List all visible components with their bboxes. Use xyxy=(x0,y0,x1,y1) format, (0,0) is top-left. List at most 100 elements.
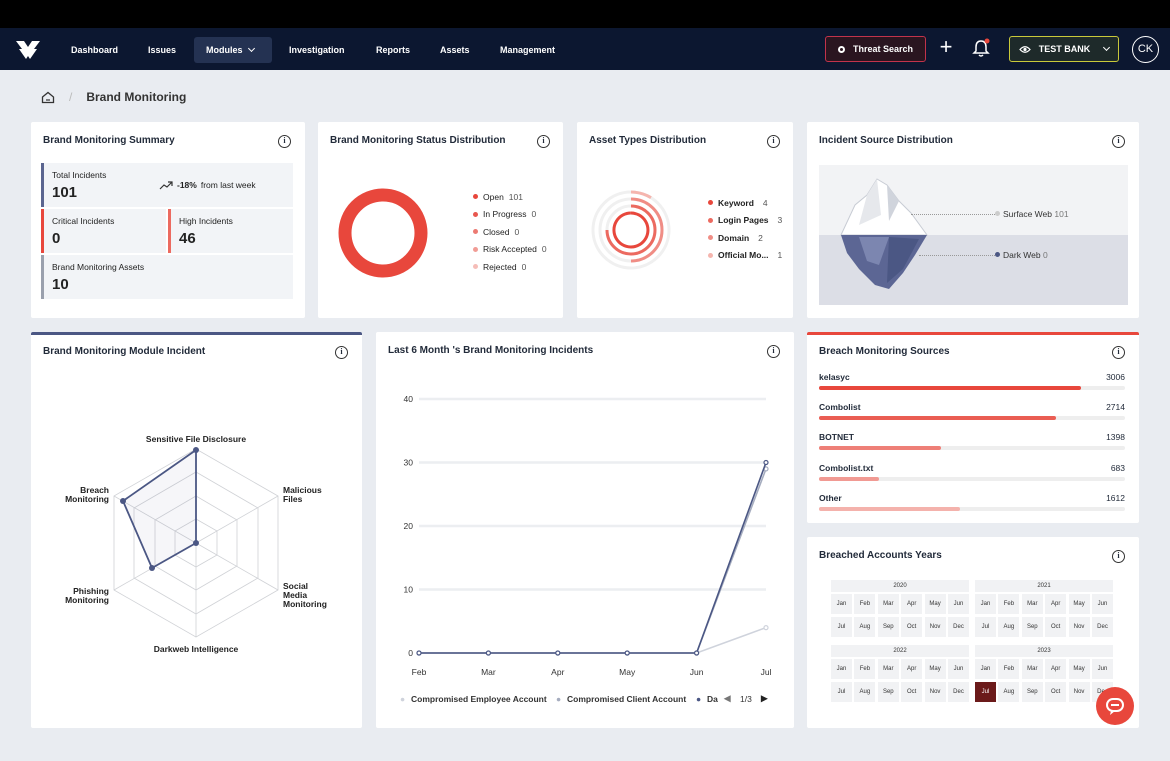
status-legend-item[interactable]: In Progress 0 xyxy=(473,206,547,224)
legend-prev-icon[interactable]: ◀ xyxy=(724,693,731,703)
nav-dashboard[interactable]: Dashboard xyxy=(71,45,119,55)
series-line[interactable] xyxy=(419,462,767,654)
breach-source-row[interactable]: BOTNET 1398 xyxy=(819,432,1125,451)
month-cell[interactable]: Feb xyxy=(998,594,1020,614)
info-icon[interactable]: i xyxy=(335,346,348,359)
month-cell[interactable]: Mar xyxy=(1021,594,1043,614)
status-legend-item[interactable]: Risk Accepted 0 xyxy=(473,241,547,259)
breach-source-row[interactable]: Other 1612 xyxy=(819,493,1125,511)
month-cell[interactable]: Feb xyxy=(854,659,876,679)
asset-legend-item[interactable]: Login Pages 3 xyxy=(708,212,782,230)
legend-item[interactable]: Compromised Client Account xyxy=(567,694,687,704)
radial-bar-official[interactable] xyxy=(630,190,652,200)
month-cell[interactable]: Oct xyxy=(901,682,923,702)
home-icon[interactable] xyxy=(41,91,55,104)
info-icon[interactable]: i xyxy=(1112,550,1125,563)
month-cell[interactable]: May xyxy=(924,659,946,679)
radar-point[interactable] xyxy=(193,540,199,546)
data-point[interactable] xyxy=(763,625,769,631)
month-cell[interactable]: Jun xyxy=(1092,594,1113,614)
month-cell[interactable]: Jul xyxy=(975,682,996,702)
month-cell[interactable]: Dec xyxy=(1092,617,1113,637)
series-line[interactable] xyxy=(419,626,767,654)
month-cell[interactable]: Nov xyxy=(1068,682,1090,702)
month-cell[interactable]: May xyxy=(924,594,946,614)
month-cell[interactable]: May xyxy=(1068,659,1090,679)
month-cell[interactable]: Aug xyxy=(854,617,876,637)
month-cell[interactable]: Apr xyxy=(1045,659,1067,679)
month-cell[interactable]: Sep xyxy=(1021,617,1043,637)
month-cell[interactable]: Oct xyxy=(901,617,923,637)
info-icon[interactable]: i xyxy=(537,135,550,148)
legend-item[interactable]: Compromised Employee Account xyxy=(411,694,547,704)
data-point[interactable] xyxy=(485,650,492,656)
month-cell[interactable]: Jan xyxy=(831,594,852,614)
month-cell[interactable]: Apr xyxy=(901,594,923,614)
info-icon[interactable]: i xyxy=(1112,346,1125,359)
info-icon[interactable]: i xyxy=(278,135,291,148)
month-cell[interactable]: May xyxy=(1068,594,1090,614)
legend-item[interactable]: Da xyxy=(707,694,718,704)
month-cell[interactable]: Nov xyxy=(1068,617,1090,637)
month-cell[interactable]: Apr xyxy=(901,659,923,679)
notification-bell-icon[interactable] xyxy=(971,38,991,58)
nav-reports[interactable]: Reports xyxy=(376,45,411,55)
radial-bar-login[interactable] xyxy=(605,204,657,256)
month-cell[interactable]: Dec xyxy=(948,682,969,702)
data-point[interactable] xyxy=(763,459,769,466)
month-cell[interactable]: Sep xyxy=(877,682,899,702)
nav-investigation[interactable]: Investigation xyxy=(289,45,345,55)
brand-logo[interactable] xyxy=(16,39,40,59)
asset-legend-item[interactable]: Keyword 4 xyxy=(708,194,782,212)
data-point[interactable] xyxy=(694,650,700,656)
month-cell[interactable]: Feb xyxy=(998,659,1020,679)
legend-next-icon[interactable]: ▶ xyxy=(761,693,768,703)
month-cell[interactable]: Mar xyxy=(1021,659,1043,679)
info-icon[interactable]: i xyxy=(767,345,780,358)
nav-modules[interactable]: Modules xyxy=(194,37,272,63)
month-cell[interactable]: Oct xyxy=(1045,617,1067,637)
month-cell[interactable]: Jul xyxy=(831,682,852,702)
month-cell[interactable]: Sep xyxy=(1021,682,1043,702)
month-cell[interactable]: Feb xyxy=(854,594,876,614)
nav-assets[interactable]: Assets xyxy=(440,45,470,55)
chat-button[interactable] xyxy=(1096,687,1134,725)
breach-source-row[interactable]: kelasyc 3006 xyxy=(819,372,1125,390)
month-cell[interactable]: Aug xyxy=(998,682,1020,702)
radar-point[interactable] xyxy=(193,447,199,453)
data-point[interactable] xyxy=(624,650,630,656)
data-point[interactable] xyxy=(416,650,422,656)
user-avatar[interactable]: CK xyxy=(1132,36,1159,63)
nav-issues[interactable]: Issues xyxy=(148,45,177,55)
month-cell[interactable]: Aug xyxy=(854,682,876,702)
month-cell[interactable]: Jun xyxy=(948,659,969,679)
status-legend-item[interactable]: Closed 0 xyxy=(473,223,547,241)
data-point[interactable] xyxy=(555,650,561,656)
info-icon[interactable]: i xyxy=(1112,135,1125,148)
radial-bar-keyword[interactable] xyxy=(612,211,650,249)
radar-point[interactable] xyxy=(149,565,155,571)
organization-selector[interactable]: TEST BANK xyxy=(1009,36,1119,62)
nav-management[interactable]: Management xyxy=(500,45,556,55)
month-cell[interactable]: Oct xyxy=(1045,682,1067,702)
month-cell[interactable]: Jun xyxy=(1092,659,1113,679)
info-icon[interactable]: i xyxy=(767,135,780,148)
month-cell[interactable]: Aug xyxy=(998,617,1020,637)
donut-slice-open[interactable] xyxy=(338,188,428,278)
asset-legend-item[interactable]: Official Mo... 1 xyxy=(708,247,782,265)
month-cell[interactable]: Mar xyxy=(877,659,899,679)
month-cell[interactable]: Jan xyxy=(975,659,996,679)
month-cell[interactable]: Sep xyxy=(877,617,899,637)
month-cell[interactable]: Mar xyxy=(877,594,899,614)
month-cell[interactable]: Jun xyxy=(948,594,969,614)
add-icon[interactable]: + xyxy=(939,34,953,59)
breach-source-row[interactable]: Combolist.txt 683 xyxy=(819,463,1125,481)
month-cell[interactable]: Nov xyxy=(924,682,946,702)
breach-source-row[interactable]: Combolist 2714 xyxy=(819,402,1125,421)
asset-legend-item[interactable]: Domain 2 xyxy=(708,229,782,247)
radar-point[interactable] xyxy=(120,498,126,504)
radial-bar-domain[interactable] xyxy=(630,197,664,263)
month-cell[interactable]: Jul xyxy=(831,617,852,637)
month-cell[interactable]: Apr xyxy=(1045,594,1067,614)
status-legend-item[interactable]: Rejected 0 xyxy=(473,258,547,276)
